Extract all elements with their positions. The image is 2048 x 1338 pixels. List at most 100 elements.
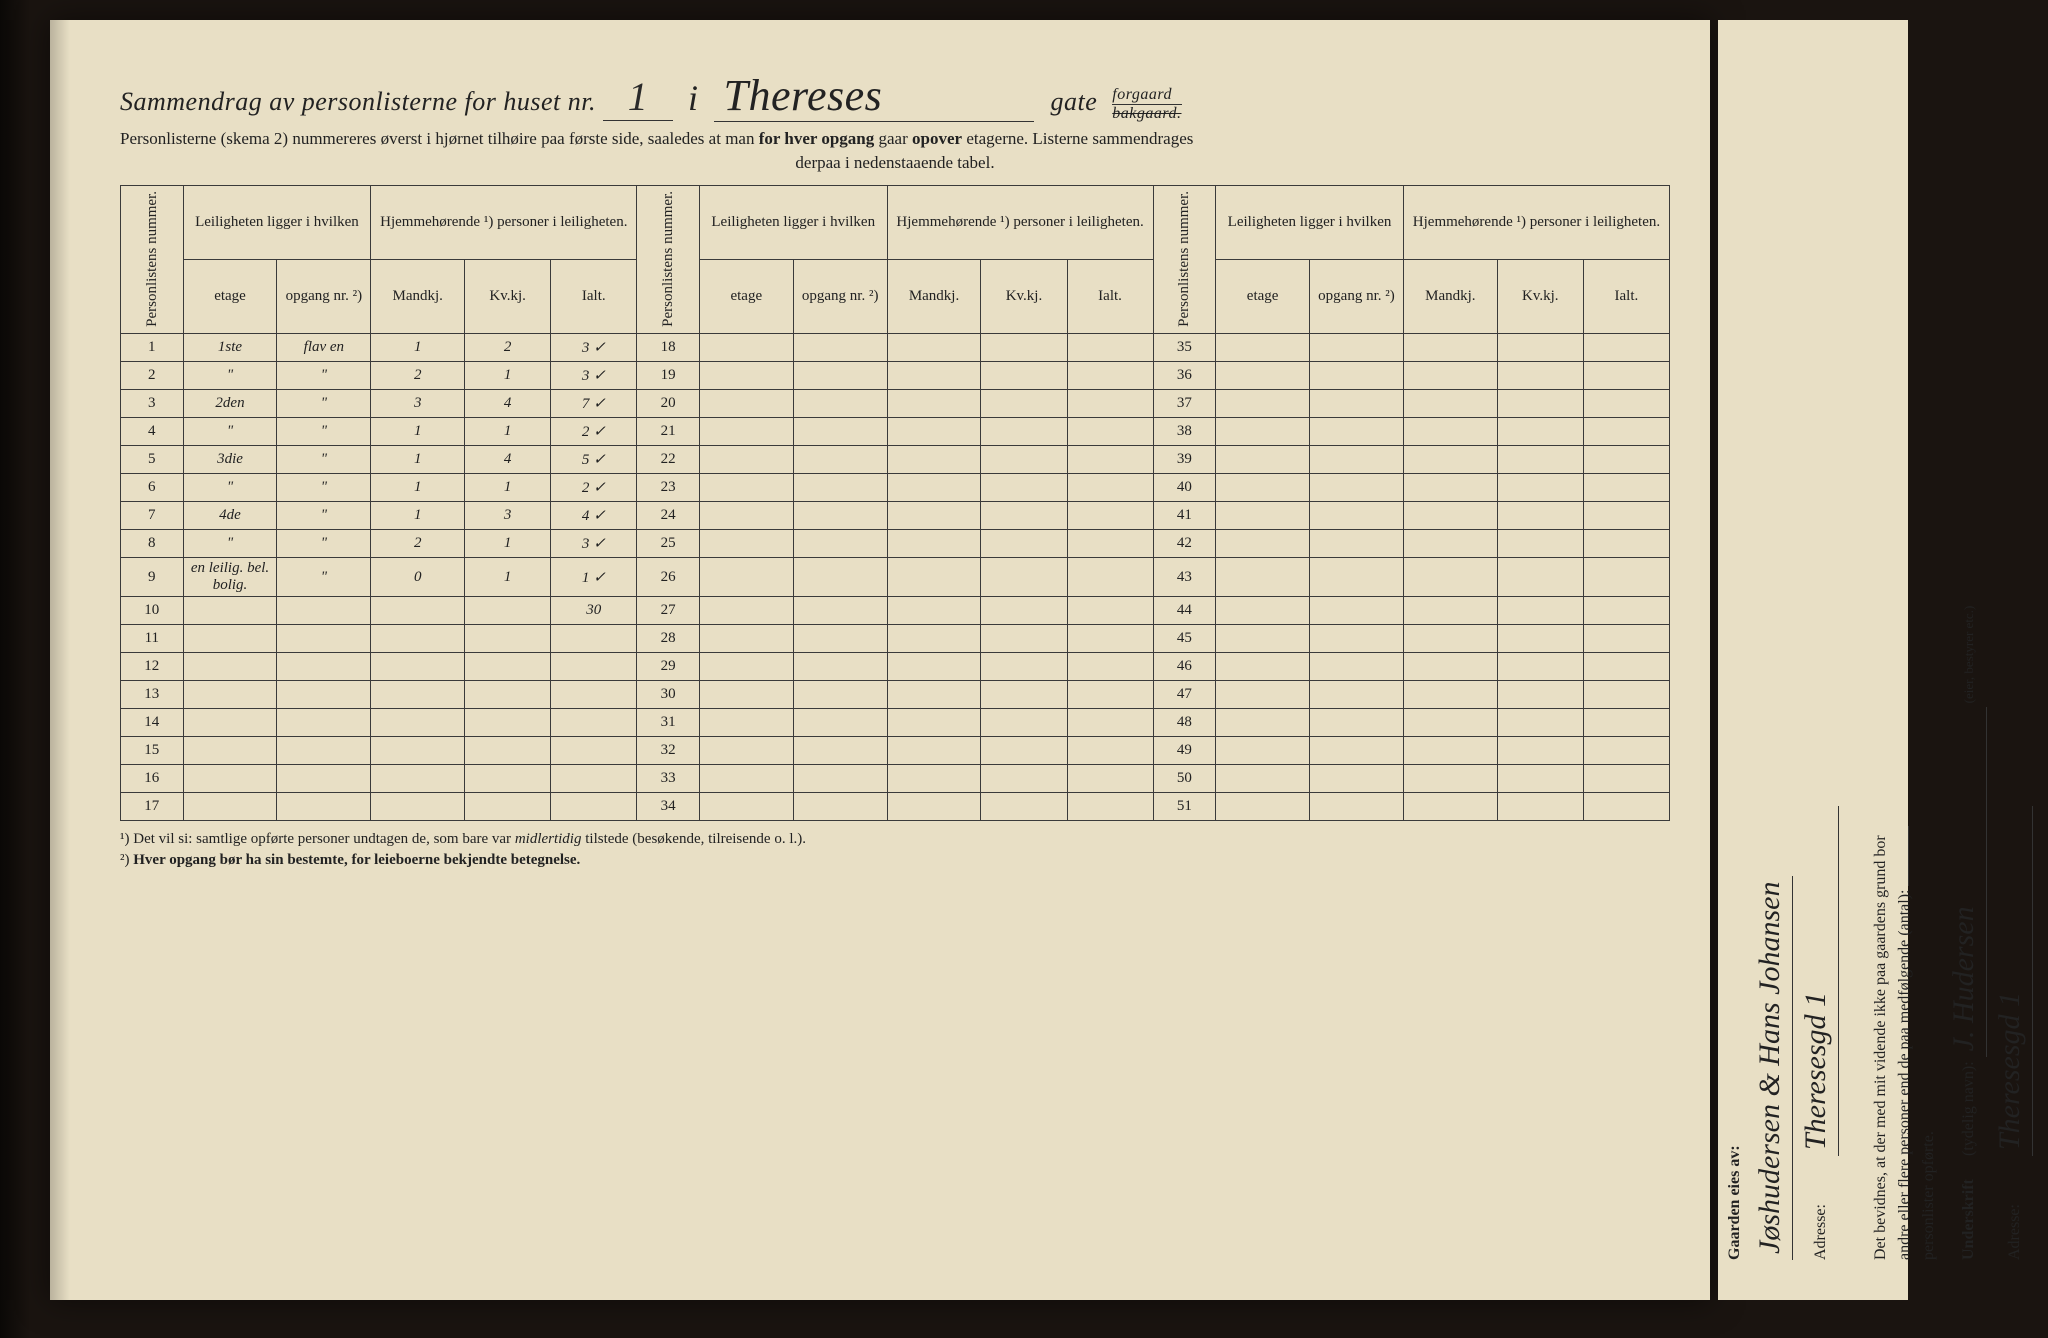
table-cell: 35 [1153,334,1216,362]
table-cell: 33 [637,765,700,793]
table-cell [277,653,371,681]
owner-label: Gaarden eies av: [1723,1145,1747,1260]
table-cell [1583,597,1669,625]
table-cell [1216,793,1310,821]
header-hjemme-1: Hjemmehørende ¹) personer i leiligheten. [371,185,637,259]
table-cell [887,474,981,502]
table-cell [1067,390,1153,418]
table-cell [465,653,551,681]
footnote-1: ¹) Det vil si: samtlige opførte personer… [120,829,1670,850]
table-cell [1403,446,1497,474]
table-cell [277,709,371,737]
table-row: 53die"145 ✓2239 [121,446,1670,474]
table-cell: 4 [465,390,551,418]
table-cell: 28 [637,625,700,653]
table-row: 112845 [121,625,1670,653]
title-prefix: Sammendrag av personlisterne for huset n… [120,87,596,116]
table-cell [981,558,1067,597]
table-cell [1310,474,1404,502]
table-cell: 2 ✓ [551,474,637,502]
table-cell [1583,765,1669,793]
table-cell [277,597,371,625]
table-cell [1310,681,1404,709]
table-cell [1583,737,1669,765]
table-row: 4""112 ✓2138 [121,418,1670,446]
table-cell [1497,653,1583,681]
table-cell [793,362,887,390]
header-ialt-2: Ialt. [1067,259,1153,333]
table-cell [1310,418,1404,446]
table-cell: 26 [637,558,700,597]
table-cell [981,597,1067,625]
owner-value: Jøshudersen & Hans Johansen [1747,876,1793,1260]
table-cell: 5 ✓ [551,446,637,474]
table-cell: 1 [465,474,551,502]
table-cell [1497,390,1583,418]
table-cell [793,502,887,530]
table-cell: 43 [1153,558,1216,597]
table-cell: 21 [637,418,700,446]
table-cell: 1 [465,418,551,446]
table-cell [1067,681,1153,709]
table-cell [887,681,981,709]
table-cell [1067,418,1153,446]
table-cell [1067,765,1153,793]
table-cell [1497,418,1583,446]
table-cell [1310,765,1404,793]
table-cell [465,765,551,793]
table-cell [1310,597,1404,625]
role-note: (eier, bestyrer etc.) [1961,606,1976,704]
table-cell [887,597,981,625]
table-cell: 1 [371,446,465,474]
table-cell [1216,362,1310,390]
table-cell [699,653,793,681]
underskrift-value: J. Hudersen [1941,707,1987,1057]
table-cell [981,793,1067,821]
table-cell: 4de [183,502,277,530]
table-cell: 40 [1153,474,1216,502]
table-cell [699,737,793,765]
table-cell: 7 [121,502,184,530]
table-cell [371,653,465,681]
table-cell [1216,474,1310,502]
subtitle-end: etagerne. Listerne sammendrages [962,129,1193,148]
table-cell [465,681,551,709]
table-cell [699,334,793,362]
witness-blank [1908,826,1909,886]
table-cell [1583,653,1669,681]
header-kvkj-1: Kv.kj. [465,259,551,333]
table-cell: 7 ✓ [551,390,637,418]
table-cell: 38 [1153,418,1216,446]
table-cell [465,709,551,737]
subtitle-text: Personlisterne (skema 2) nummereres øver… [120,129,759,148]
table-cell: 8 [121,530,184,558]
table-cell: 1 [465,558,551,597]
table-cell [981,625,1067,653]
table-cell [1583,362,1669,390]
table-cell [371,625,465,653]
table-cell [1067,474,1153,502]
census-table: Personlistens nummer. Leiligheten ligger… [120,185,1670,822]
table-cell: 10 [121,597,184,625]
table-cell: flav en [277,334,371,362]
table-cell [1497,446,1583,474]
table-cell: 23 [637,474,700,502]
table-cell [371,737,465,765]
table-cell [793,597,887,625]
table-cell: 29 [637,653,700,681]
table-cell: 2 [371,362,465,390]
table-cell [1067,793,1153,821]
table-cell [1067,709,1153,737]
street-name-handwritten: Thereses [714,70,1034,122]
table-cell: 36 [1153,362,1216,390]
table-cell: 9 [121,558,184,597]
table-cell [1583,390,1669,418]
table-cell [1310,709,1404,737]
header-personlistens-3: Personlistens nummer. [1153,185,1216,334]
title-i: i [688,78,699,118]
table-cell [793,334,887,362]
table-cell [981,446,1067,474]
gate-options: forgaard bakgaard. [1112,86,1181,123]
table-cell: 4 [121,418,184,446]
table-cell: 3 ✓ [551,362,637,390]
